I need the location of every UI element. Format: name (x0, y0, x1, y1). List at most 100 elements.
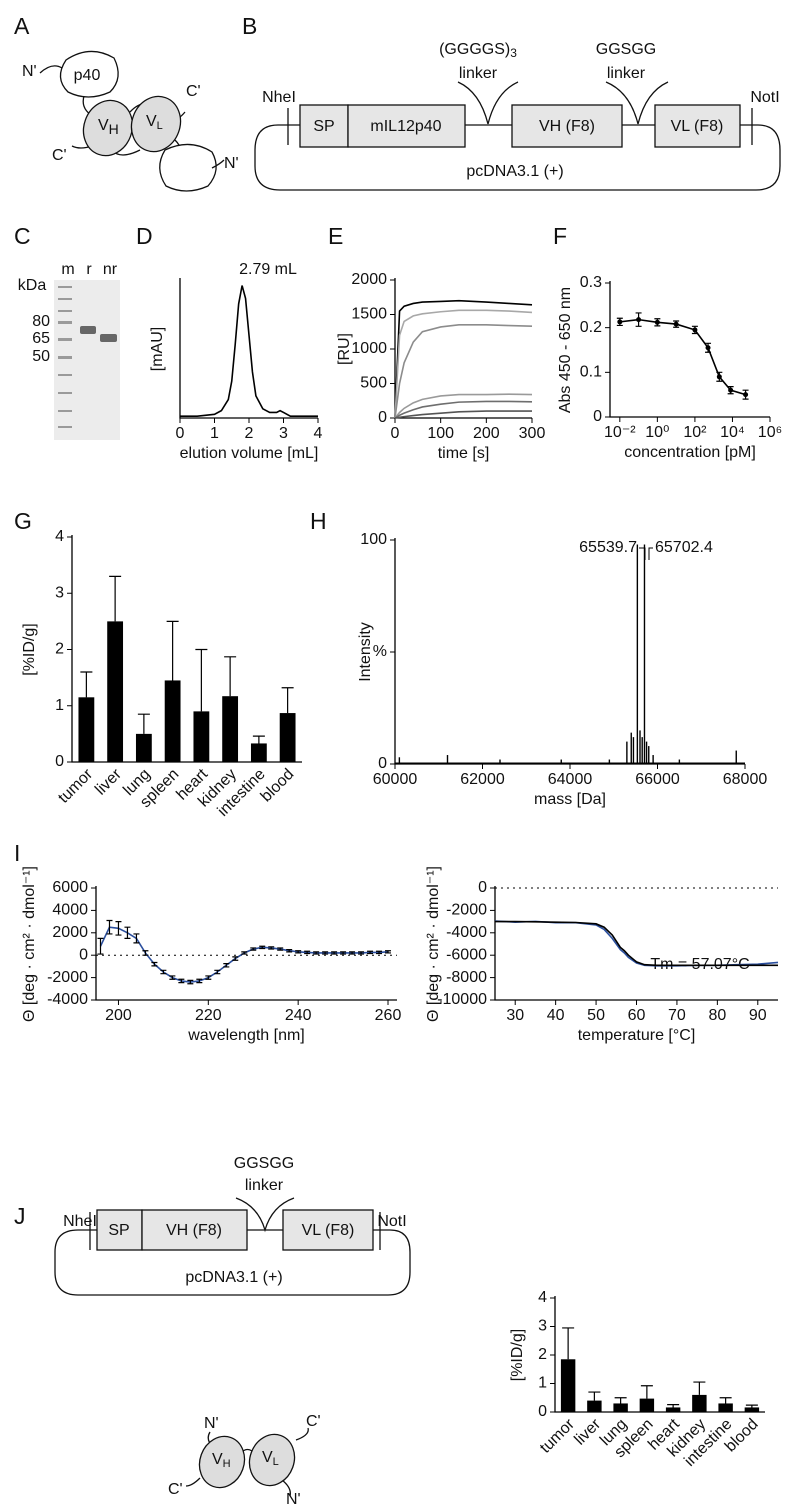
connector (211, 159, 225, 169)
x-tick-label: 66000 (635, 771, 680, 788)
y-tick-label: 1500 (351, 306, 387, 323)
error-bar (187, 979, 194, 985)
segment (347, 104, 466, 148)
x-tick-label: 40 (547, 1007, 565, 1024)
terminus-label: C' (52, 147, 67, 164)
segment (654, 104, 741, 148)
error-bar (252, 735, 265, 744)
y-axis-label: Θ [deg · cm² · dmol⁻¹] (21, 866, 38, 1022)
domain-sub: L (157, 120, 163, 132)
bar (107, 621, 124, 762)
x-tick-label: 0 (391, 425, 400, 442)
error-bar (358, 951, 365, 955)
x-tick-label: 30 (506, 1007, 524, 1024)
error-bar (331, 951, 338, 955)
y-tick-label: 0 (593, 408, 602, 425)
error-bar (562, 1327, 575, 1360)
terminus-label: N' (286, 1491, 301, 1505)
error-bar (169, 975, 176, 980)
y-tick-label: 3 (538, 1318, 547, 1335)
data-point (673, 321, 679, 327)
error-bar (151, 961, 158, 967)
data-line (394, 309, 533, 419)
x-tick-label: blood (258, 766, 298, 806)
x-tick-label: 68000 (723, 771, 768, 788)
error-bar (259, 945, 266, 950)
y-axis-label: [RU] (336, 333, 353, 365)
lane-label: m (61, 261, 74, 278)
error-bar (195, 648, 208, 712)
error-bar (588, 1391, 601, 1401)
annotation-leader (639, 547, 653, 560)
domain-main: V (98, 117, 109, 134)
y-axis-label: Θ [deg · cm² · dmol⁻¹] (425, 866, 442, 1022)
vl-domain (248, 1433, 296, 1487)
domain-label: VH (212, 1451, 231, 1470)
error-bar (281, 687, 294, 714)
x-tick-label: 10⁻² (604, 424, 636, 441)
segment-label: VH (F8) (166, 1222, 222, 1239)
axis (494, 886, 778, 1001)
y-tick-label: 0 (79, 946, 88, 963)
y-tick-label: -2000 (47, 969, 88, 986)
data-point (636, 317, 642, 323)
bar (135, 733, 152, 762)
gel: kDa m r nr 80 65 50 (18, 261, 120, 440)
error-bar (133, 933, 140, 944)
ladder-band (58, 321, 72, 324)
data-line (495, 920, 778, 967)
bar (744, 1407, 760, 1412)
error-bar (142, 950, 149, 956)
terminus-label: N' (22, 63, 37, 80)
linker-label: (GGGGS)3 (439, 41, 517, 60)
error-bar (268, 946, 275, 950)
x-tick-label: 4 (314, 425, 323, 442)
x-tick-label: 100 (427, 425, 454, 442)
error-bar (693, 1381, 706, 1395)
y-tick-label: 4 (55, 528, 64, 545)
domain-sub: L (273, 1456, 279, 1468)
error-bar (286, 949, 293, 953)
x-tick-label: 10⁶ (758, 424, 782, 441)
y-axis-label: [%ID/g] (21, 623, 38, 675)
data-point (716, 374, 722, 380)
x-axis-label: wavelength [nm] (187, 1027, 305, 1044)
x-axis-label: mass [Da] (534, 791, 606, 808)
bar (665, 1407, 681, 1412)
panel-label: D (136, 223, 153, 249)
bar (250, 743, 267, 762)
error-bar (304, 950, 311, 955)
ladder-band (58, 338, 72, 341)
x-tick-label: 2 (245, 425, 254, 442)
axis (554, 1296, 765, 1413)
y-tick-label: 4000 (52, 902, 88, 919)
bar (692, 1394, 707, 1412)
error-bar (277, 947, 284, 951)
site-bar (287, 108, 753, 145)
segment-label: SP (313, 118, 334, 135)
x-tick-label: 240 (285, 1007, 312, 1024)
molecule-a: N' p40 VH VL C' C' N' (22, 50, 239, 192)
error-bar (124, 926, 131, 939)
x-tick-label: 0 (176, 425, 185, 442)
domain-label: VL (262, 1449, 279, 1468)
segment (299, 104, 349, 148)
y-tick-label: -4000 (446, 924, 487, 941)
gel-image (54, 280, 120, 440)
y-tick-label: 3 (55, 584, 64, 601)
error-bar (640, 1385, 653, 1399)
panel-label: B (242, 13, 257, 39)
segment (282, 1209, 374, 1251)
panel-label: I (14, 840, 20, 866)
connector (185, 1427, 309, 1497)
ladder-band (58, 310, 72, 312)
x-tick-label: 70 (668, 1007, 686, 1024)
vector-label: pcDNA3.1 (+) (466, 163, 563, 180)
error-bar (349, 951, 356, 955)
segment-label: SP (108, 1222, 129, 1239)
domain-label: VH (98, 117, 119, 136)
linker-name: (GGGGS) (439, 41, 510, 58)
error-bar (232, 956, 239, 961)
terminus-label: N' (224, 155, 239, 172)
